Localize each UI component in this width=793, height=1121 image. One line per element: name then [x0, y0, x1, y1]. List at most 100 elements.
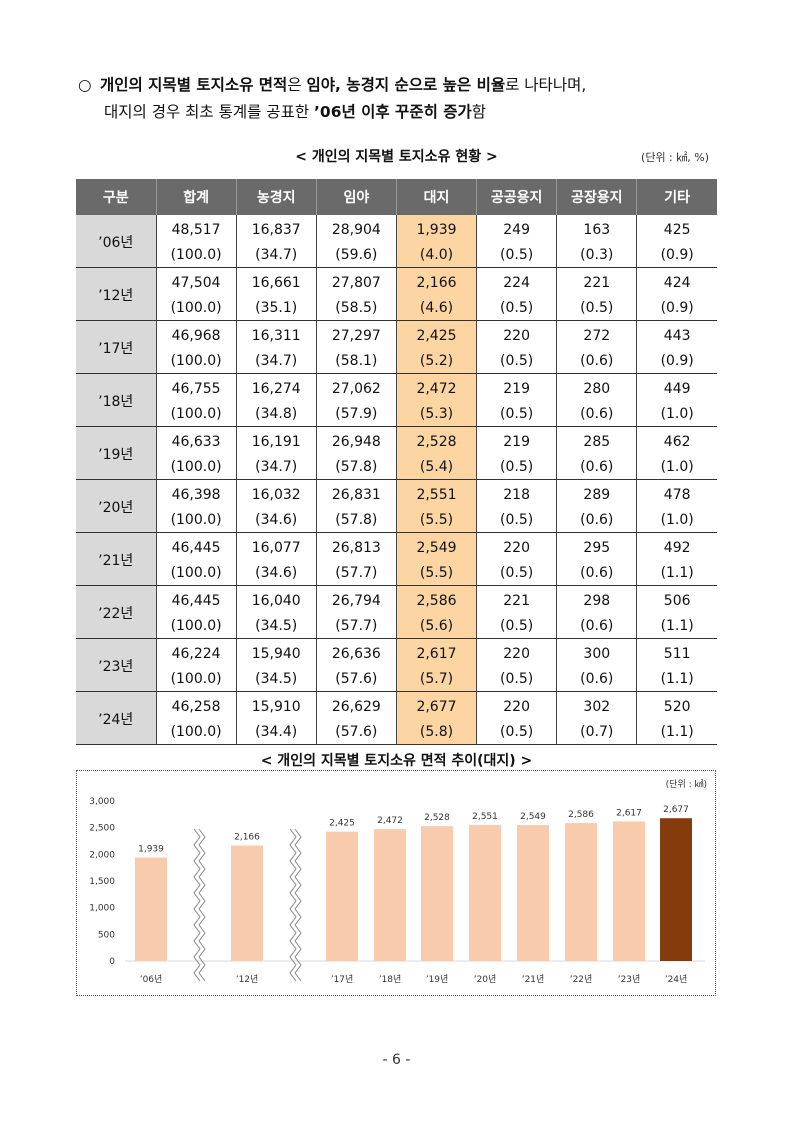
table-row: ’22년 46,445 16,040 26,794 2,586 221 298 506: [76, 585, 717, 639]
percent-value-cell: (57.8): [315, 507, 397, 533]
y-tick-label: 2,500: [89, 824, 115, 834]
intro-text-run: 함: [471, 103, 487, 121]
x-tick-label: ’18년: [379, 974, 402, 985]
area-value-cell: 26,831: [315, 479, 397, 507]
area-value-cell: 16,311: [235, 320, 317, 348]
table-row: ’23년 46,224 15,940 26,636 2,617 220 300 511: [76, 638, 717, 692]
area-value-cell: 46,258: [155, 691, 237, 719]
percent-value-cell: (0.5): [476, 401, 557, 427]
column-header: 기타: [636, 179, 717, 215]
area-value-cell: 15,940: [235, 638, 317, 666]
bar-chart-svg: (단위 : ㎢) 0 500 1,000 1,500 2,000 2,500 3,000 1,9…: [89, 779, 707, 985]
column-header: 구분: [76, 179, 156, 215]
x-tick-label: ’12년: [236, 974, 259, 985]
area-value-cell: 48,517: [155, 215, 237, 242]
table-row-percent: (100.0) (34.7) (59.6) (4.0) (0.5) (0.3) (0.9): [76, 242, 717, 268]
area-value-cell: 28,904: [315, 215, 397, 242]
axis-break-icon: [198, 828, 206, 982]
bar: [326, 831, 358, 961]
percent-value-cell: (100.0): [155, 507, 237, 533]
y-tick-label: 1,500: [89, 877, 115, 887]
area-value-cell: 492: [636, 532, 717, 560]
area-value-cell: 219: [476, 426, 557, 454]
area-value-cell: 302: [556, 691, 637, 719]
area-value-cell: 2,677: [395, 691, 477, 719]
bar: [660, 818, 692, 961]
row-year-label: ’12년: [76, 267, 156, 321]
percent-value-cell: (0.3): [556, 242, 637, 268]
table-row: ’17년 46,968 16,311 27,297 2,425 220 272 443: [76, 320, 717, 374]
table-row-percent: (100.0) (34.8) (57.9) (5.3) (0.5) (0.6) (1.0): [76, 401, 717, 427]
area-value-cell: 462: [636, 426, 717, 454]
area-value-cell: 16,661: [235, 267, 317, 295]
percent-value-cell: (58.5): [315, 295, 397, 321]
column-header: 농경지: [235, 179, 317, 215]
axis-break-icon: [294, 828, 302, 982]
percent-value-cell: (0.5): [476, 719, 557, 745]
table-row-percent: (100.0) (34.6) (57.8) (5.5) (0.5) (0.6) (1.0): [76, 507, 717, 533]
percent-value-cell: (57.7): [315, 613, 397, 639]
row-year-label: ’18년: [76, 373, 156, 427]
intro-text-run: ’06년 이후 꾸준히 증가: [314, 103, 472, 121]
percent-value-cell: (0.9): [636, 242, 717, 268]
chart-unit: (단위 : ㎢): [666, 779, 707, 790]
percent-value-cell: (100.0): [155, 666, 237, 692]
y-tick-label: 0: [109, 957, 115, 967]
column-header: 임야: [315, 179, 397, 215]
x-tick-label: ’17년: [331, 974, 354, 985]
intro-text-run: 임야, 농경지 순으로 높은 비율: [306, 76, 506, 94]
column-header: 공장용지: [556, 179, 637, 215]
table-row: ’21년 46,445 16,077 26,813 2,549 220 295 492: [76, 532, 717, 586]
percent-value-cell: (4.0): [395, 242, 477, 268]
area-value-cell: 2,586: [395, 585, 477, 613]
percent-value-cell: (0.7): [556, 719, 637, 745]
area-value-cell: 2,425: [395, 320, 477, 348]
percent-value-cell: (0.6): [556, 613, 637, 639]
x-tick-label: ’22년: [570, 974, 593, 985]
percent-value-cell: (58.1): [315, 348, 397, 374]
area-value-cell: 26,948: [315, 426, 397, 454]
area-value-cell: 16,837: [235, 215, 317, 242]
percent-value-cell: (0.6): [556, 507, 637, 533]
column-header: 공공용지: [476, 179, 557, 215]
area-value-cell: 2,528: [395, 426, 477, 454]
area-value-cell: 27,062: [315, 373, 397, 401]
percent-value-cell: (0.5): [476, 242, 557, 268]
percent-value-cell: (0.6): [556, 401, 637, 427]
bar: [135, 857, 167, 961]
data-label: 2,549: [520, 812, 546, 822]
table-row-percent: (100.0) (34.4) (57.6) (5.8) (0.5) (0.7) (1.1): [76, 719, 717, 745]
data-label: 2,425: [329, 819, 355, 829]
area-value-cell: 285: [556, 426, 637, 454]
bar: [421, 826, 453, 961]
bar: [613, 821, 645, 961]
percent-value-cell: (34.6): [235, 560, 317, 586]
percent-value-cell: (100.0): [155, 613, 237, 639]
column-header: 대지: [395, 179, 477, 215]
area-value-cell: 2,166: [395, 267, 477, 295]
row-year-label: ’24년: [76, 691, 156, 745]
row-year-label: ’17년: [76, 320, 156, 374]
area-value-cell: 46,224: [155, 638, 237, 666]
percent-value-cell: (0.5): [556, 295, 637, 321]
percent-value-cell: (0.5): [476, 560, 557, 586]
bar: [517, 825, 549, 961]
area-value-cell: 46,755: [155, 373, 237, 401]
percent-value-cell: (57.8): [315, 454, 397, 480]
area-value-cell: 27,807: [315, 267, 397, 295]
area-value-cell: 2,549: [395, 532, 477, 560]
area-value-cell: 26,794: [315, 585, 397, 613]
bar: [374, 829, 406, 961]
percent-value-cell: (1.1): [636, 666, 717, 692]
area-value-cell: 2,617: [395, 638, 477, 666]
area-value-cell: 27,297: [315, 320, 397, 348]
area-value-cell: 16,077: [235, 532, 317, 560]
table-row: ’18년 46,755 16,274 27,062 2,472 219 280 449: [76, 373, 717, 427]
area-value-cell: 249: [476, 215, 557, 242]
data-label: 2,586: [568, 810, 594, 820]
percent-value-cell: (5.4): [395, 454, 477, 480]
area-value-cell: 16,032: [235, 479, 317, 507]
bar: [231, 845, 263, 961]
percent-value-cell: (1.1): [636, 613, 717, 639]
percent-value-cell: (0.5): [476, 507, 557, 533]
